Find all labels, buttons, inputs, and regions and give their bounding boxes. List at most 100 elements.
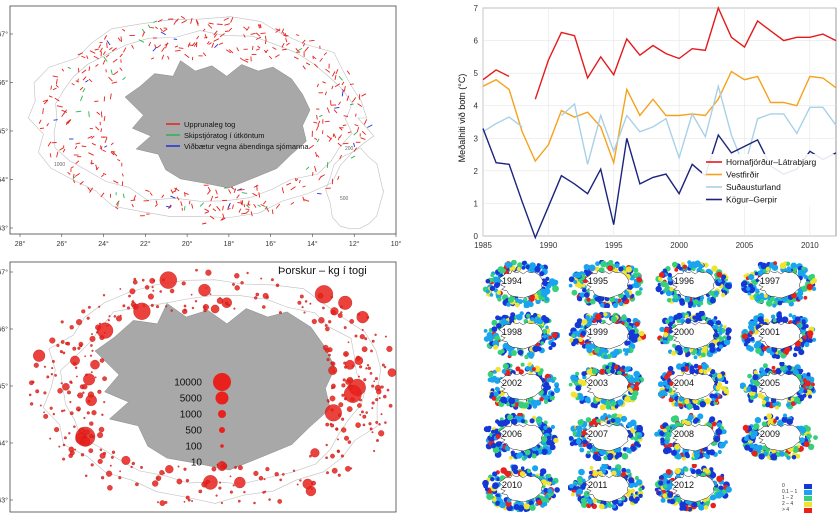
heat-cell: [705, 501, 710, 506]
catch-bubble: [98, 426, 105, 433]
year-heatmap: 1996: [654, 260, 733, 309]
tow-segment: [53, 119, 58, 121]
heat-cell: [749, 395, 755, 401]
heat-cell: [589, 298, 596, 305]
tow-segment: [210, 195, 214, 202]
heat-cell: [531, 367, 536, 372]
tow-segment: [295, 34, 300, 36]
tow-segment: [317, 120, 321, 126]
heat-cell: [672, 343, 677, 348]
catch-bubble: [240, 281, 244, 285]
heat-cell: [811, 278, 818, 284]
catch-bubble: [205, 269, 212, 276]
heat-cell: [659, 475, 664, 480]
heat-cell: [490, 442, 497, 449]
catch-bubble: [153, 279, 156, 282]
heat-cell: [583, 292, 590, 298]
tow-segment: [208, 42, 212, 45]
heat-cell: [637, 337, 642, 342]
heat-cell: [771, 365, 776, 370]
year-heatmap: 1997: [740, 260, 818, 308]
heat-cell: [673, 294, 679, 300]
heat-cell: [502, 363, 509, 370]
heat-cell: [525, 264, 530, 270]
tow-segment: [245, 204, 250, 209]
catch-bubble: [51, 359, 55, 363]
heat-cell: [523, 297, 528, 302]
heat-cell: [521, 266, 526, 270]
heat-cell: [659, 430, 665, 436]
heat-cell: [775, 401, 780, 406]
catch-bubble: [365, 367, 368, 370]
heat-cell: [718, 485, 724, 491]
heat-cell: [546, 377, 552, 383]
heat-cell: [793, 445, 799, 451]
heat-cell: [589, 466, 594, 470]
tow-segment: [305, 62, 311, 66]
tow-segment: [159, 27, 163, 32]
heat-cell: [685, 453, 690, 459]
catch-bubble: [370, 349, 373, 353]
catch-bubble: [65, 341, 69, 346]
heat-cell: [575, 271, 582, 279]
heat-cell: [806, 283, 813, 291]
heat-cell: [585, 452, 591, 459]
heat-cell: [676, 312, 683, 320]
heat-cell: [748, 286, 756, 293]
tow-segment: [260, 32, 266, 35]
catch-bubble: [84, 429, 90, 435]
catch-bubble: [33, 362, 39, 368]
catch-bubble: [92, 435, 95, 438]
heat-cell: [525, 366, 530, 371]
heat-cell: [667, 272, 672, 278]
heat-cell: [724, 282, 731, 289]
catch-bubble: [329, 395, 336, 402]
tow-segment: [207, 189, 211, 195]
year-label: 2011: [588, 480, 608, 490]
catch-bubble: [342, 378, 346, 382]
catch-bubble: [155, 305, 160, 309]
year-label: 2003: [588, 378, 609, 388]
year-heatmap: 2008: [654, 412, 732, 461]
year-label: 1998: [502, 327, 523, 337]
heat-cell: [586, 450, 591, 455]
map-title: Þorskur – kg í togi: [278, 265, 367, 277]
island-outline: [670, 372, 716, 401]
catch-bubble: [99, 358, 105, 363]
catch-bubble: [253, 501, 256, 505]
year-heatmap: 1994: [482, 259, 560, 309]
heat-cell: [627, 366, 631, 371]
island-outline: [670, 321, 716, 350]
heat-cell: [598, 503, 605, 510]
x-tick-label: 20°: [182, 240, 193, 248]
tow-segment: [142, 31, 145, 37]
catch-bubble: [278, 311, 282, 315]
catch-bubble: [84, 474, 88, 478]
tow-segment: [354, 124, 359, 127]
heat-cell: [585, 343, 591, 350]
catch-bubble: [330, 307, 339, 316]
heat-cell: [519, 471, 526, 477]
catch-bubble: [310, 448, 320, 458]
tow-segment: [338, 75, 343, 81]
catch-bubble: [359, 334, 365, 340]
y-tick-label: 66°: [0, 326, 8, 334]
catch-bubble: [274, 472, 279, 477]
tow-segment: [102, 59, 106, 65]
tow-segment: [290, 186, 296, 191]
tow-segment: [71, 83, 75, 86]
y-tick-label: 63°: [0, 225, 8, 233]
heat-cell: [786, 455, 791, 460]
tow-segment: [221, 217, 226, 221]
tow-segment: [237, 188, 242, 191]
catch-bubble: [116, 315, 122, 322]
heat-cell: [791, 455, 797, 460]
heatmap-legend-swatch: [804, 489, 812, 495]
tow-segment: [72, 179, 76, 184]
tow-segment: [191, 203, 194, 209]
tow-segment: [341, 90, 344, 97]
tow-segment: [271, 209, 274, 215]
island-outline: [584, 423, 630, 452]
heat-cell: [505, 261, 512, 268]
heat-cell: [601, 462, 608, 469]
